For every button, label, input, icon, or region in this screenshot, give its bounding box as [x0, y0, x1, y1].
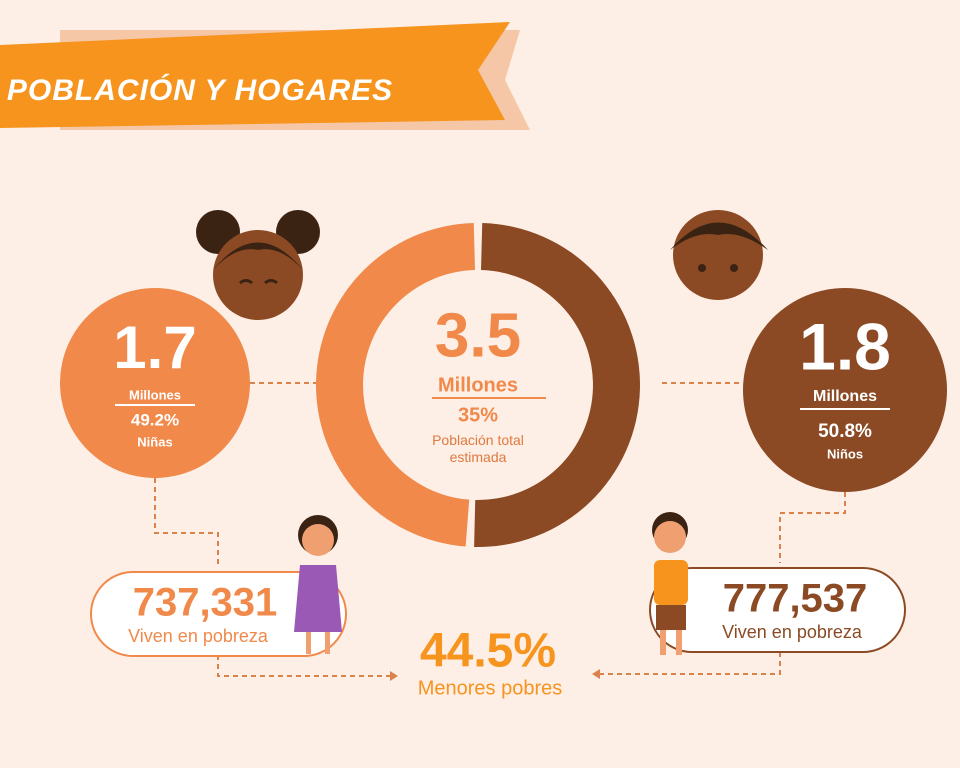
boys-circle [743, 288, 947, 492]
girls-poverty-number: 737,331 [133, 581, 278, 625]
poor-minors-label: Menores pobres [418, 677, 563, 699]
boys-label: Niños [827, 446, 863, 461]
girls-arc [316, 223, 475, 547]
total-label-box: Población total estimada [432, 432, 524, 465]
girls-poverty-box [90, 571, 347, 657]
boy-face [670, 210, 768, 300]
arrow [592, 669, 600, 679]
total-share: 35% [458, 404, 498, 426]
girl-figure [294, 515, 342, 654]
boys-poverty-box [649, 567, 906, 653]
girls-unit: Millones [129, 387, 181, 402]
total-unit: Millones [438, 374, 518, 396]
boys-poverty-label: Viven en pobreza [722, 622, 863, 642]
connector [600, 652, 781, 675]
boys-share: 50.8% [818, 421, 872, 442]
boys-poverty-number: 777,537 [723, 577, 868, 621]
total-label: Población total estimada [432, 432, 524, 465]
girls-number: 1.7 [113, 314, 196, 381]
girls-circle [60, 288, 250, 478]
poor-minors-number: 44.5% [420, 625, 556, 678]
boys-number: 1.8 [799, 309, 891, 383]
boy-figure [652, 512, 688, 655]
connector [154, 478, 219, 568]
boys-arc [474, 223, 640, 547]
girls-share: 49.2% [131, 410, 179, 429]
boys-unit: Millones [813, 388, 877, 405]
girls-label: Niñas [137, 434, 172, 449]
donut [316, 223, 640, 547]
connector [779, 492, 846, 563]
girl-face [196, 210, 320, 320]
total-number: 3.5 [435, 301, 521, 370]
girls-poverty-label: Viven en pobreza [128, 626, 269, 646]
title: POBLACIÓN Y HOGARES [7, 73, 393, 107]
banner [0, 22, 510, 128]
arrow [390, 671, 398, 681]
connector [217, 655, 390, 677]
